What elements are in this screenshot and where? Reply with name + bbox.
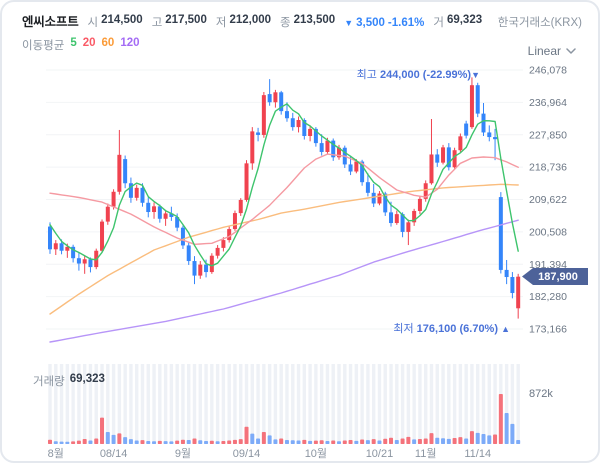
- svg-text:10/21: 10/21: [366, 448, 394, 460]
- chevron-down-icon: [566, 48, 576, 54]
- price-gridlines: [46, 69, 523, 330]
- change-value: 3,500: [356, 17, 385, 29]
- price-change: ▼ 3,500 -1.61%: [344, 17, 424, 29]
- svg-text:236,964: 236,964: [529, 97, 567, 109]
- scale-selector-label: Linear: [527, 44, 561, 58]
- scale-selector[interactable]: Linear: [528, 44, 576, 58]
- svg-text:9월: 9월: [175, 447, 191, 460]
- price-axis-labels: 246,078 236,964 227,850 218,736 209,622 200,5…: [529, 65, 567, 336]
- current-price-badge: 187,900: [522, 268, 588, 285]
- svg-text:246,078: 246,078: [529, 65, 567, 77]
- svg-text:209,622: 209,622: [529, 194, 567, 206]
- svg-text:8월: 8월: [48, 447, 64, 460]
- svg-text:173,166: 173,166: [529, 324, 567, 336]
- ma5-legend: 5: [70, 37, 77, 49]
- ma60-line: [49, 183, 519, 315]
- volume-stripes: [48, 364, 520, 444]
- x-axis-labels: 8월 08/14 9월 09/14 10월 10/21 11월 11/14: [48, 447, 491, 460]
- stock-name: 엔씨소프트: [22, 15, 79, 29]
- change-percent: -1.61%: [387, 17, 425, 29]
- ma60-legend: 60: [101, 37, 115, 49]
- ma-legend-label: 이동평균: [22, 40, 65, 52]
- svg-text:09/14: 09/14: [233, 448, 261, 460]
- candles-layer: [48, 77, 521, 319]
- volume-bars: [48, 394, 521, 444]
- svg-text:10월: 10월: [305, 447, 327, 460]
- ma120-legend: 120: [120, 37, 140, 49]
- high-marker-icon: ▼: [471, 70, 480, 80]
- low-marker-icon: ▲: [501, 324, 510, 334]
- exchange-label: 한국거래소(KRX): [497, 17, 582, 29]
- high-field: 고 217,500: [151, 14, 207, 29]
- svg-text:191,394: 191,394: [529, 259, 567, 271]
- svg-text:227,850: 227,850: [529, 129, 567, 141]
- volume-axis-max: 872k: [529, 388, 553, 400]
- ma-legend: 이동평균 5 20 60 120: [22, 37, 140, 53]
- volume-label: 거래량 69,323: [33, 373, 105, 388]
- ma20-line: [49, 153, 519, 245]
- svg-text:08/14: 08/14: [100, 448, 128, 460]
- ma20-legend: 20: [82, 37, 96, 49]
- down-arrow-icon: ▼: [344, 18, 354, 28]
- volume-field: 거 69,323: [433, 14, 483, 29]
- low-field: 저 212,000: [215, 14, 272, 29]
- ma-lines: [49, 103, 519, 343]
- chart-header: 엔씨소프트 시 214,500 고 217,500 저 212,000 종 21…: [22, 11, 582, 30]
- close-field: 종 213,500: [280, 14, 336, 29]
- svg-text:11/14: 11/14: [464, 448, 491, 460]
- high-annotation: 최고 244,000 (-22.99%)▼: [356, 69, 480, 81]
- low-annotation: 최저 176,100 (6.70%) ▲: [393, 323, 510, 335]
- open-field: 시 214,500: [87, 14, 143, 29]
- ma120-line: [49, 219, 519, 343]
- svg-text:182,280: 182,280: [529, 291, 567, 303]
- svg-text:200,508: 200,508: [529, 226, 567, 238]
- svg-text:218,736: 218,736: [529, 162, 567, 174]
- svg-text:11월: 11월: [415, 447, 437, 460]
- ma5-line: [49, 103, 519, 267]
